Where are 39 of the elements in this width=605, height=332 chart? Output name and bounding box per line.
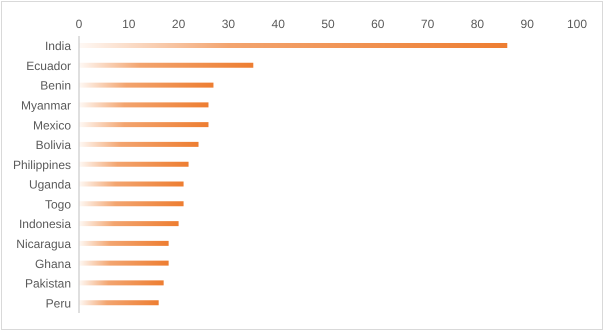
y-tick-label: Ghana bbox=[34, 256, 72, 271]
bar bbox=[79, 43, 508, 48]
y-tick-label: Peru bbox=[46, 296, 71, 310]
bar bbox=[79, 122, 208, 128]
bar bbox=[79, 142, 199, 147]
x-tick-label: 0 bbox=[76, 17, 83, 31]
x-tick-label: 100 bbox=[566, 17, 588, 31]
x-tick-label: 70 bbox=[420, 17, 435, 31]
bar bbox=[79, 102, 208, 108]
bar bbox=[79, 162, 189, 167]
bar bbox=[79, 221, 179, 226]
y-tick-label: Mexico bbox=[32, 118, 72, 132]
x-tick-label: 60 bbox=[371, 17, 385, 31]
x-tick-label: 90 bbox=[520, 17, 534, 31]
y-tick-label: Pakistan bbox=[24, 276, 71, 291]
x-tick-label: 20 bbox=[172, 17, 186, 31]
y-tick-label: Philippines bbox=[12, 158, 71, 172]
x-tick-label: 40 bbox=[272, 17, 286, 31]
y-tick-label: Uganda bbox=[28, 178, 72, 192]
x-tick-label: 10 bbox=[122, 17, 136, 31]
x-tick-label: 80 bbox=[470, 17, 484, 31]
bar bbox=[79, 260, 169, 266]
bar bbox=[79, 182, 184, 186]
x-tick-label: 30 bbox=[222, 17, 236, 31]
x-tick-label: 50 bbox=[321, 17, 335, 31]
bar bbox=[79, 62, 254, 68]
bar bbox=[79, 280, 164, 286]
y-tick-label: Bolivia bbox=[36, 138, 72, 152]
y-tick-label: Togo bbox=[44, 197, 72, 212]
bar bbox=[79, 300, 159, 306]
y-tick-label: Ecuador bbox=[26, 58, 71, 73]
y-tick-label: Benin bbox=[40, 78, 71, 93]
bar bbox=[79, 201, 184, 206]
y-tick-label: India bbox=[44, 39, 72, 54]
bar bbox=[79, 240, 169, 246]
y-tick-label: Myanmar bbox=[20, 98, 71, 113]
y-tick-label: Indonesia bbox=[18, 217, 72, 232]
y-tick-label: Nicaragua bbox=[16, 237, 72, 252]
bar bbox=[79, 82, 214, 88]
